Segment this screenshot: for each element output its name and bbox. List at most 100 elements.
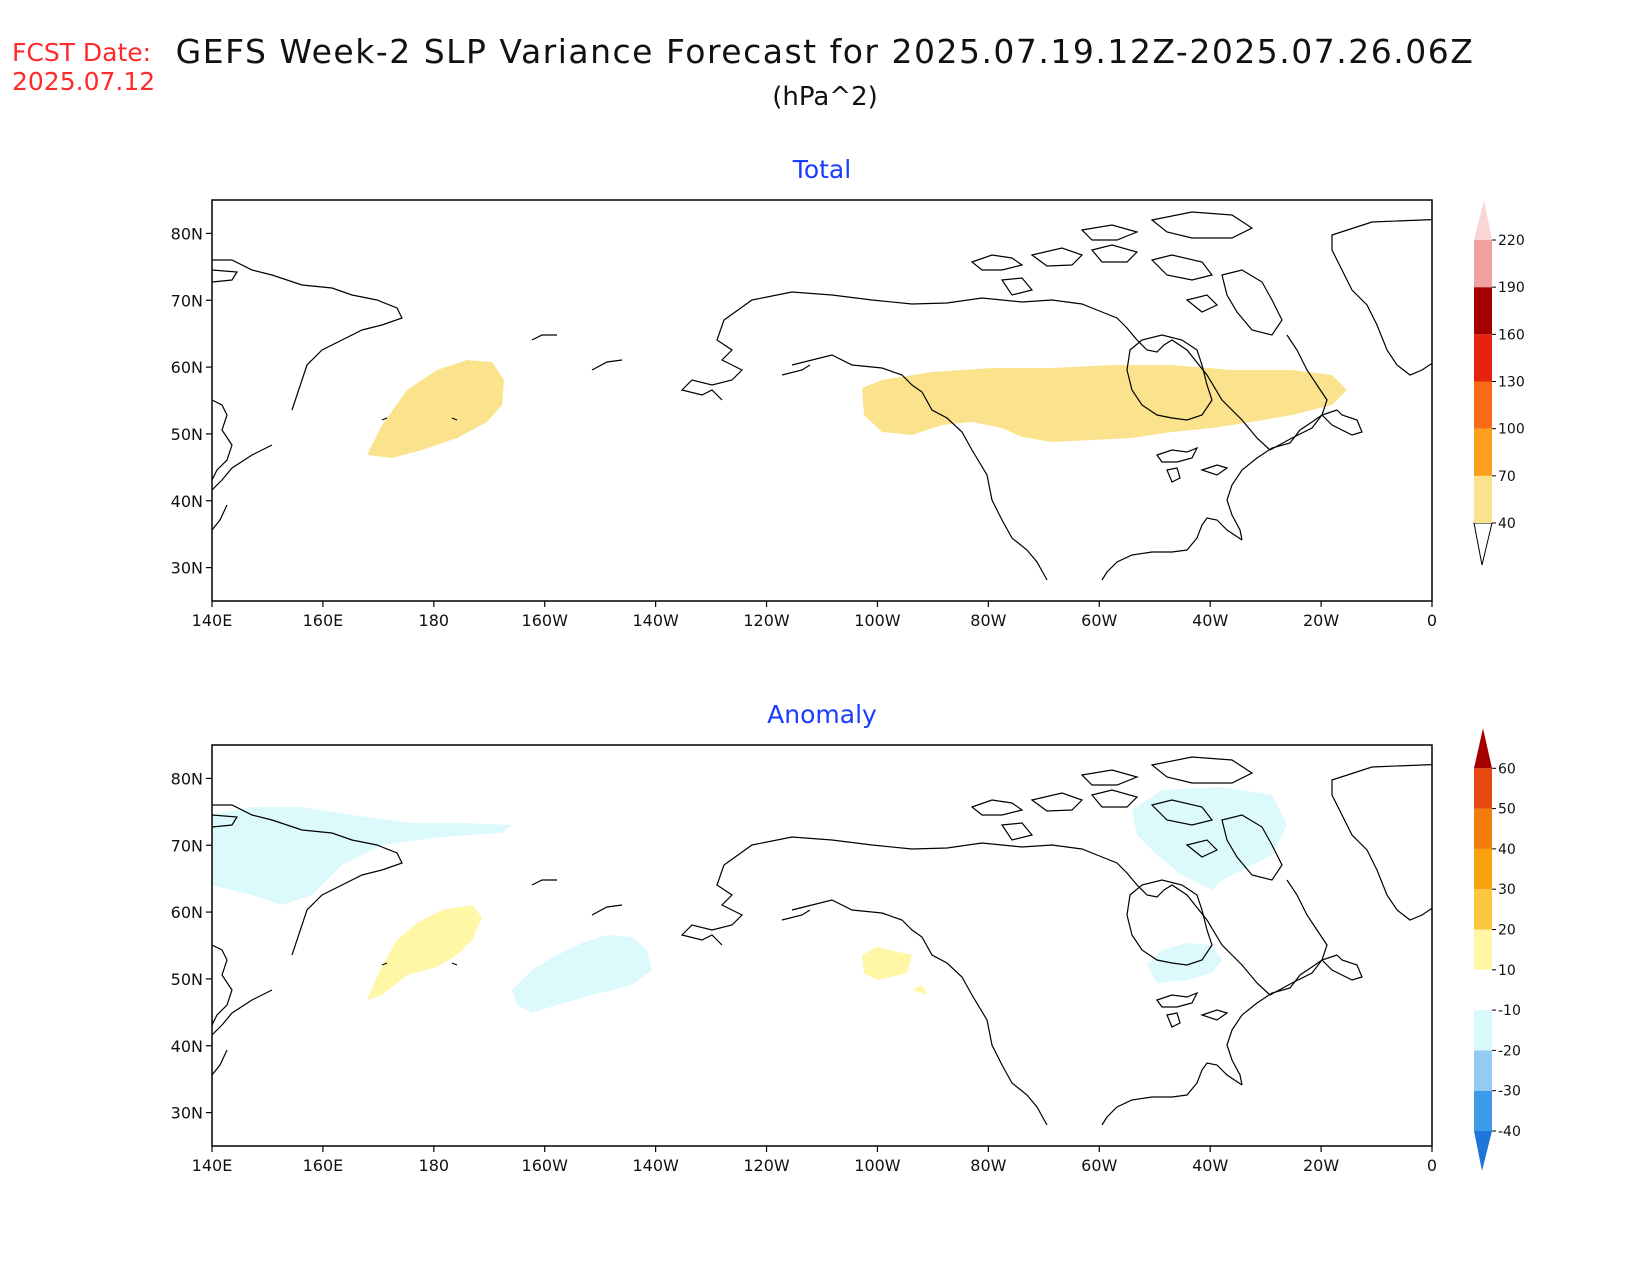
coastline <box>212 944 233 1026</box>
coastline <box>723 291 1271 451</box>
coastline <box>1226 954 1338 1086</box>
lon-tick-label: 80W <box>970 611 1006 630</box>
coastline <box>1080 224 1139 241</box>
coastline <box>1080 769 1139 786</box>
coastline <box>1150 211 1254 239</box>
coastline <box>791 354 1048 581</box>
coastline <box>723 836 1271 996</box>
colorbar-label: 160 <box>1498 327 1525 343</box>
colorbar-bin <box>1474 929 1492 970</box>
colorbar-bin <box>1474 768 1492 809</box>
coastline <box>381 417 388 421</box>
coastline <box>1617 370 1642 410</box>
colorbar-bin <box>1474 240 1492 288</box>
coastline <box>1269 334 1328 451</box>
colorbar-label: 40 <box>1498 842 1516 858</box>
lon-tick-label: 60W <box>1081 1156 1117 1175</box>
coastline <box>1156 991 1199 1008</box>
coastline <box>1226 409 1338 541</box>
lon-tick-label: 20W <box>1303 611 1339 630</box>
colorbar-low-triangle <box>1474 1131 1492 1171</box>
coastline <box>381 962 388 966</box>
colorbar-bin <box>1474 287 1492 335</box>
coastline <box>451 417 458 421</box>
lat-tick-label: 70N <box>171 836 203 855</box>
colorbar-bin <box>1474 381 1492 429</box>
coastline <box>1630 425 1644 470</box>
map-frame <box>211 199 1433 602</box>
colorbar-label: 50 <box>1498 802 1516 818</box>
colorbar-bin <box>1474 1050 1492 1091</box>
hudson-bay-positive-region <box>862 947 912 980</box>
coastline <box>212 269 239 283</box>
coastline <box>1000 822 1034 841</box>
coastline <box>1156 446 1199 463</box>
lat-tick-label: 60N <box>171 358 203 377</box>
coastline <box>1126 334 1213 421</box>
coastline <box>1321 954 1363 981</box>
lat-tick-label: 50N <box>171 425 203 444</box>
coastline <box>1000 277 1034 296</box>
colorbar-label: -30 <box>1498 1084 1521 1100</box>
coastline <box>791 899 1048 1126</box>
fcst-date-label: FCST Date: 2025.07.12 <box>12 38 155 96</box>
lat-tick-label: 50N <box>171 970 203 989</box>
coastline <box>1221 269 1283 336</box>
coastline <box>1166 467 1181 483</box>
fcst-label-text: FCST Date: <box>12 38 152 67</box>
coastline <box>1166 1012 1181 1028</box>
colorbar-label: 10 <box>1498 963 1516 979</box>
lat-tick-label: 40N <box>171 492 203 511</box>
colorbar-bin <box>1474 808 1492 849</box>
lat-tick-label: 80N <box>171 224 203 243</box>
lon-tick-label: 100W <box>854 611 901 630</box>
colorbar-low-triangle <box>1473 522 1493 566</box>
colorbar-label: 20 <box>1498 923 1516 939</box>
coastline <box>1126 879 1213 966</box>
coastline <box>1604 388 1614 400</box>
lon-tick-label: 100W <box>854 1156 901 1175</box>
lat-tick-label: 30N <box>171 1104 203 1123</box>
colorbar-bin <box>1474 1090 1492 1131</box>
fcst-date-value: 2025.07.12 <box>12 67 156 96</box>
colorbar-label: -20 <box>1498 1043 1521 1059</box>
coastline <box>1185 839 1219 858</box>
coastline <box>1522 320 1577 337</box>
colorbar-label: -40 <box>1498 1124 1521 1140</box>
north-atlantic-region <box>862 365 1347 442</box>
panel-total: Total 80N 70N 60N 50N 40N 30N 140E 160E 180 160W 14… <box>171 155 1644 630</box>
lon-tick-label: 60W <box>1081 611 1117 630</box>
colorbar-bin <box>1474 475 1492 523</box>
coastline <box>1101 1062 1243 1126</box>
coastline <box>1090 789 1139 808</box>
colorbar-bin <box>1474 428 1492 476</box>
coastline <box>212 989 273 1036</box>
colorbar-high-triangle <box>1474 200 1492 240</box>
coastline <box>591 359 623 371</box>
lat-tick-label: 80N <box>171 769 203 788</box>
colorbar-label: 30 <box>1498 882 1516 898</box>
lon-tick-label: 180 <box>419 611 450 630</box>
colorbar-high-triangle <box>1474 728 1492 769</box>
lon-tick-label: 140E <box>192 1156 233 1175</box>
lon-tick-label: 0 <box>1427 611 1437 630</box>
panel-title: Anomaly <box>767 700 877 729</box>
colorbar-bin <box>1474 848 1492 890</box>
lon-tick-label: 120W <box>743 611 790 630</box>
coastline <box>1331 763 1432 921</box>
coastline <box>531 334 557 341</box>
lon-tick-label: 180 <box>419 1156 450 1175</box>
colorbar-bin <box>1474 334 1492 382</box>
coastline <box>212 804 403 956</box>
coastline <box>1030 792 1084 812</box>
coastline <box>1604 933 1614 945</box>
lon-tick-label: 160W <box>522 611 569 630</box>
iceland-negative-region <box>1132 787 1287 890</box>
coastline <box>680 319 744 401</box>
coastline <box>451 962 458 966</box>
colorbar-bin <box>1474 889 1492 930</box>
lat-tick-label: 30N <box>171 559 203 578</box>
coastline <box>1101 517 1243 581</box>
lon-tick-label: 140W <box>632 1156 679 1175</box>
